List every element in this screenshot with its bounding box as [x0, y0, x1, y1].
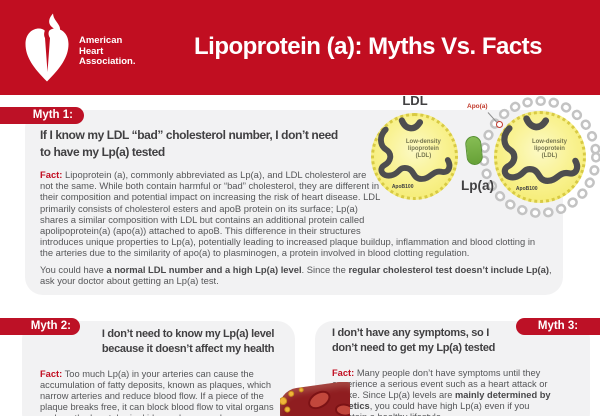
- myth3-fact-text: , you could have high Lp(a) even if you …: [332, 401, 530, 416]
- plaque-dot-icon: [280, 396, 288, 406]
- myth1-heading: If I know my LDL “bad” cholesterol numbe…: [40, 127, 338, 161]
- red-blood-cell-icon: [334, 402, 350, 416]
- ldl-particle-label: Low-density lipoprotein (LDL): [405, 139, 441, 160]
- aha-heart-torch-icon: [25, 13, 69, 82]
- closing-bold: regular cholesterol test doesn’t include…: [348, 264, 550, 275]
- org-line: American: [79, 35, 123, 46]
- org-name: American Heart Association.: [79, 35, 136, 68]
- header-banner: American Heart Association. Lipoprotein …: [0, 0, 600, 95]
- myth2-heading-line2: because it doesn’t affect my health: [101, 343, 275, 355]
- lpa-particle: Low-density lipoprotein (LDL) ApoB100: [494, 111, 586, 203]
- fact-label: Fact:: [332, 368, 355, 378]
- myth2-card: I don’t need to know my Lp(a) level beca…: [22, 321, 295, 416]
- artery-plaque-illustration: [280, 382, 350, 416]
- org-line: Heart: [79, 45, 104, 57]
- myth1-heading-line1: If I know my LDL “bad” cholesterol numbe…: [40, 128, 338, 142]
- apob-label: ApoB100: [391, 183, 414, 190]
- myth1-heading-line2: to have my Lp(a) tested: [40, 145, 165, 159]
- plaque-dot-icon: [298, 387, 305, 393]
- artery-vessel-icon: [280, 382, 350, 416]
- apob-squiggle-icon: [501, 115, 581, 184]
- myth3-fact-paragraph: Fact: Many people don’t have symptoms un…: [332, 368, 551, 416]
- myth2-fact-paragraph: Fact: Too much Lp(a) in your arteries ca…: [40, 369, 293, 416]
- myth3-badge: Myth 3:: [516, 318, 600, 335]
- page-title: Lipoprotein (a): Myths Vs. Facts: [193, 33, 543, 60]
- apoa-chain-icon: [479, 96, 600, 218]
- myth2-fact-text: Too much Lp(a) in your arteries can caus…: [40, 369, 274, 416]
- lpa-diagram-title: Lp(a): [461, 178, 494, 193]
- ldl-particle: Low-density lipoprotein (LDL) ApoB100: [371, 113, 458, 200]
- myth3-card: I don’t have any symptoms, so I don’t ne…: [315, 321, 590, 416]
- org-line: Association.: [79, 56, 136, 67]
- myth1-fact-paragraph: Fact: Lipoprotein (a), commonly abbrevia…: [40, 169, 550, 259]
- myth1-fact-text: Lipoprotein (a), commonly abbreviated as…: [40, 169, 536, 259]
- closing-bold: a normal LDL number and a high Lp(a) lev…: [106, 264, 302, 275]
- myth3-heading: I don’t have any symptoms, so I don’t ne…: [332, 326, 495, 356]
- ldl-diagram-title: LDL: [402, 93, 428, 108]
- apob-label: ApoB100: [515, 186, 538, 193]
- myth3-heading-line1: I don’t have any symptoms, so I: [332, 327, 489, 339]
- closing-text: You could have: [40, 264, 107, 275]
- fact-label: Fact:: [40, 369, 63, 379]
- apoa-label: Apo(a): [467, 103, 488, 110]
- fact-label: Fact:: [40, 169, 63, 180]
- myth1-closing-paragraph: You could have a normal LDL number and a…: [40, 264, 556, 286]
- myth3-fact-text: Many people don’t have symptoms until th…: [332, 368, 548, 400]
- myth2-heading: I don’t need to know my Lp(a) level beca…: [82, 327, 294, 357]
- myth3-fact-bold: mainly determined by genetics: [332, 390, 551, 411]
- apoa-capsule-icon: [464, 135, 484, 166]
- closing-text: . Since the: [301, 264, 349, 275]
- myth1-badge: Myth 1:: [0, 107, 84, 124]
- lpa-particle-label: Low-density lipoprotein (LDL): [531, 138, 567, 159]
- red-blood-cell-icon: [304, 387, 334, 413]
- myth2-heading-line1: I don’t need to know my Lp(a) level: [101, 328, 275, 340]
- apoa-first-link-icon: [496, 121, 503, 128]
- myth2-badge: Myth 2:: [0, 318, 80, 335]
- myth3-heading-line2: don’t need to get my Lp(a) tested: [332, 342, 496, 354]
- plaque-dot-icon: [283, 406, 291, 413]
- apob-squiggle-icon: [378, 117, 453, 182]
- closing-text: , ask your doctor about getting an Lp(a)…: [40, 264, 552, 287]
- plaque-dot-icon: [287, 390, 295, 398]
